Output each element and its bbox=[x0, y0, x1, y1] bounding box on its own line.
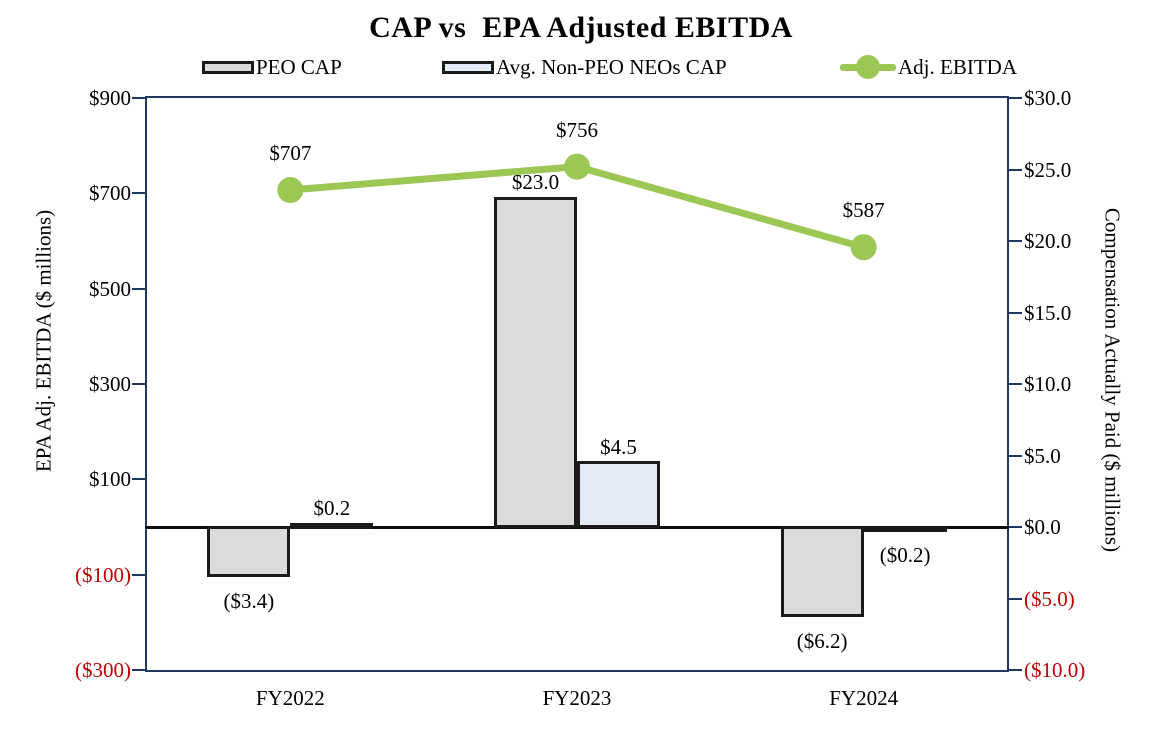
right-axis-tick-label: ($5.0) bbox=[1024, 586, 1075, 611]
left-axis-tick-label: $100 bbox=[89, 467, 131, 492]
right-axis-tick bbox=[1009, 526, 1022, 528]
left-axis-tick-label: $700 bbox=[89, 181, 131, 206]
line-value-label: $707 bbox=[269, 140, 312, 165]
legend-label: Adj. EBITDA bbox=[898, 54, 1017, 79]
legend-bar-swatch bbox=[442, 60, 494, 74]
non-peo-cap-bar bbox=[577, 461, 660, 529]
chart-legend: PEO CAP Avg. Non-PEO NEOs CAP Adj. EBITDA bbox=[0, 54, 1162, 82]
right-axis-tick bbox=[1009, 669, 1022, 671]
legend-label: PEO CAP bbox=[256, 54, 342, 79]
legend-item: Adj. EBITDA bbox=[840, 54, 1017, 80]
right-axis-tick bbox=[1009, 168, 1022, 171]
left-axis-tick bbox=[132, 192, 145, 195]
peo-cap-bar bbox=[207, 525, 291, 578]
legend-label: Avg. Non-PEO NEOs CAP bbox=[496, 54, 727, 79]
left-axis-tick bbox=[132, 669, 145, 671]
legend-line-swatch bbox=[840, 54, 896, 80]
legend-line-marker bbox=[856, 55, 880, 79]
non-peo-cap-bar bbox=[290, 522, 374, 529]
left-axis-tick bbox=[132, 383, 145, 385]
right-axis-tick bbox=[1009, 454, 1022, 457]
bar-value-label: $4.5 bbox=[600, 434, 637, 459]
x-axis-category-label: FY2024 bbox=[829, 686, 899, 710]
left-axis-tick-label: ($300) bbox=[75, 658, 131, 682]
right-axis-tick-label: $15.0 bbox=[1024, 300, 1072, 325]
right-axis-tick bbox=[1009, 597, 1022, 600]
adj-ebitda-marker bbox=[850, 234, 877, 261]
right-axis-tick bbox=[1009, 311, 1022, 314]
bar-value-label: ($3.4) bbox=[223, 588, 275, 613]
bar-value-label: $0.2 bbox=[313, 496, 351, 521]
bar-value-label: ($6.2) bbox=[796, 628, 848, 653]
left-axis-tick bbox=[132, 287, 145, 290]
bar-value-label: $23.0 bbox=[511, 170, 560, 195]
left-axis-tick bbox=[132, 573, 145, 576]
adj-ebitda-marker bbox=[564, 153, 590, 180]
right-axis-tick-label: $25.0 bbox=[1024, 157, 1072, 182]
adj-ebitda-line bbox=[290, 163, 865, 251]
left-axis-title: EPA Adj. EBITDA ($ millions) bbox=[31, 209, 56, 473]
right-axis-tick bbox=[1009, 97, 1022, 99]
right-axis-tick-label: ($10.0) bbox=[1024, 658, 1086, 682]
right-axis-tick-label: $5.0 bbox=[1024, 443, 1061, 468]
right-axis-title: Compensation Actually Paid ($ millions) bbox=[1100, 207, 1125, 553]
right-axis-tick-label: $30.0 bbox=[1024, 86, 1072, 110]
right-axis-tick-label: $0.0 bbox=[1024, 515, 1061, 539]
non-peo-cap-bar bbox=[863, 525, 947, 532]
left-axis-tick bbox=[132, 478, 145, 481]
x-axis-category-label: FY2023 bbox=[542, 686, 612, 710]
chart-title: CAP vs EPA Adjusted EBITDA bbox=[369, 11, 793, 44]
right-axis-tick bbox=[1009, 240, 1022, 242]
bar-value-label: ($0.2) bbox=[879, 542, 931, 567]
x-axis-category-label: FY2022 bbox=[255, 686, 325, 710]
plot-area: $900 $700 $500 $300 $100 ($100) ($300) $30.0 $25… bbox=[75, 86, 1085, 710]
legend-item: Avg. Non-PEO NEOs CAP bbox=[442, 54, 727, 80]
adj-ebitda-line-layer bbox=[277, 153, 877, 261]
left-axis-tick-label: $300 bbox=[89, 372, 131, 396]
line-value-label: $587 bbox=[842, 198, 885, 223]
right-axis-tick-label: $10.0 bbox=[1024, 372, 1072, 396]
left-axis-tick bbox=[132, 97, 145, 99]
peo-cap-bar bbox=[780, 525, 864, 618]
left-axis-tick-label: ($100) bbox=[75, 562, 131, 587]
left-axis-tick-label: $500 bbox=[89, 276, 131, 301]
peo-cap-bar bbox=[494, 196, 577, 529]
legend-bar-swatch bbox=[202, 60, 254, 74]
left-axis-tick-label: $900 bbox=[89, 86, 131, 110]
line-value-label: $756 bbox=[556, 117, 598, 142]
right-axis-tick-label: $20.0 bbox=[1024, 229, 1072, 253]
adj-ebitda-marker bbox=[277, 176, 304, 203]
legend-item: PEO CAP bbox=[202, 54, 342, 80]
right-axis-tick bbox=[1009, 383, 1022, 385]
